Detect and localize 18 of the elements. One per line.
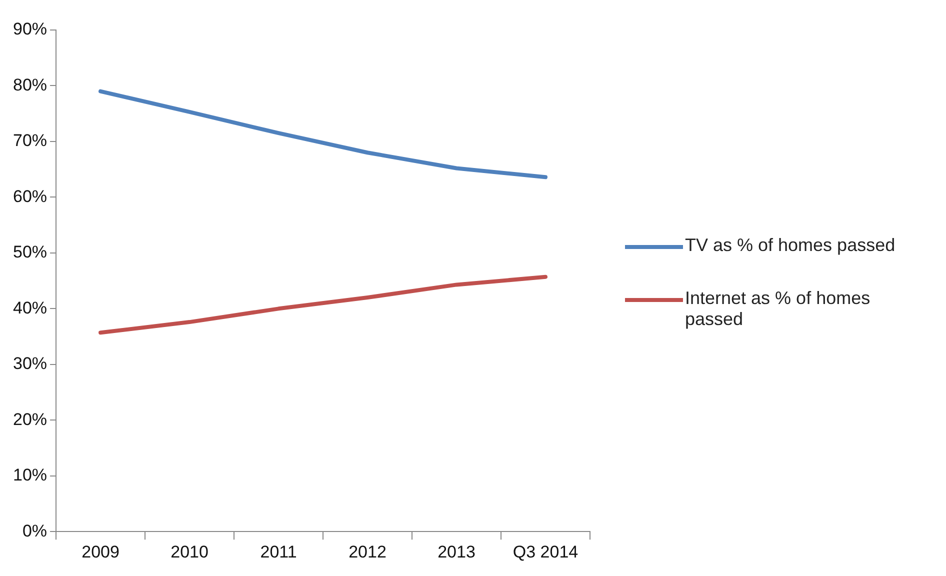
y-tick-label: 90% — [12, 20, 48, 39]
x-tick-label: 2011 — [260, 542, 297, 562]
x-tick-label: 2009 — [82, 542, 120, 562]
y-tick-label: 30% — [12, 354, 48, 374]
y-tick-label: 40% — [12, 298, 48, 318]
legend-label: TV as % of homes passed — [685, 235, 896, 256]
y-tick-label: 70% — [12, 131, 48, 150]
x-tick-label: 2010 — [170, 542, 208, 562]
x-tick-label: Q3 2014 — [512, 542, 578, 562]
legend-label: Internet as % of homes passed — [685, 288, 872, 330]
x-tick-label: 2012 — [348, 542, 386, 562]
x-tick-label: 2013 — [438, 542, 476, 562]
y-tick-label: 50% — [12, 242, 48, 262]
y-tick-label: 0% — [22, 521, 48, 540]
y-tick-label: 10% — [12, 466, 48, 485]
y-tick-label: 80% — [12, 75, 48, 94]
y-tick-label: 20% — [12, 410, 48, 429]
y-tick-label: 60% — [12, 186, 48, 206]
